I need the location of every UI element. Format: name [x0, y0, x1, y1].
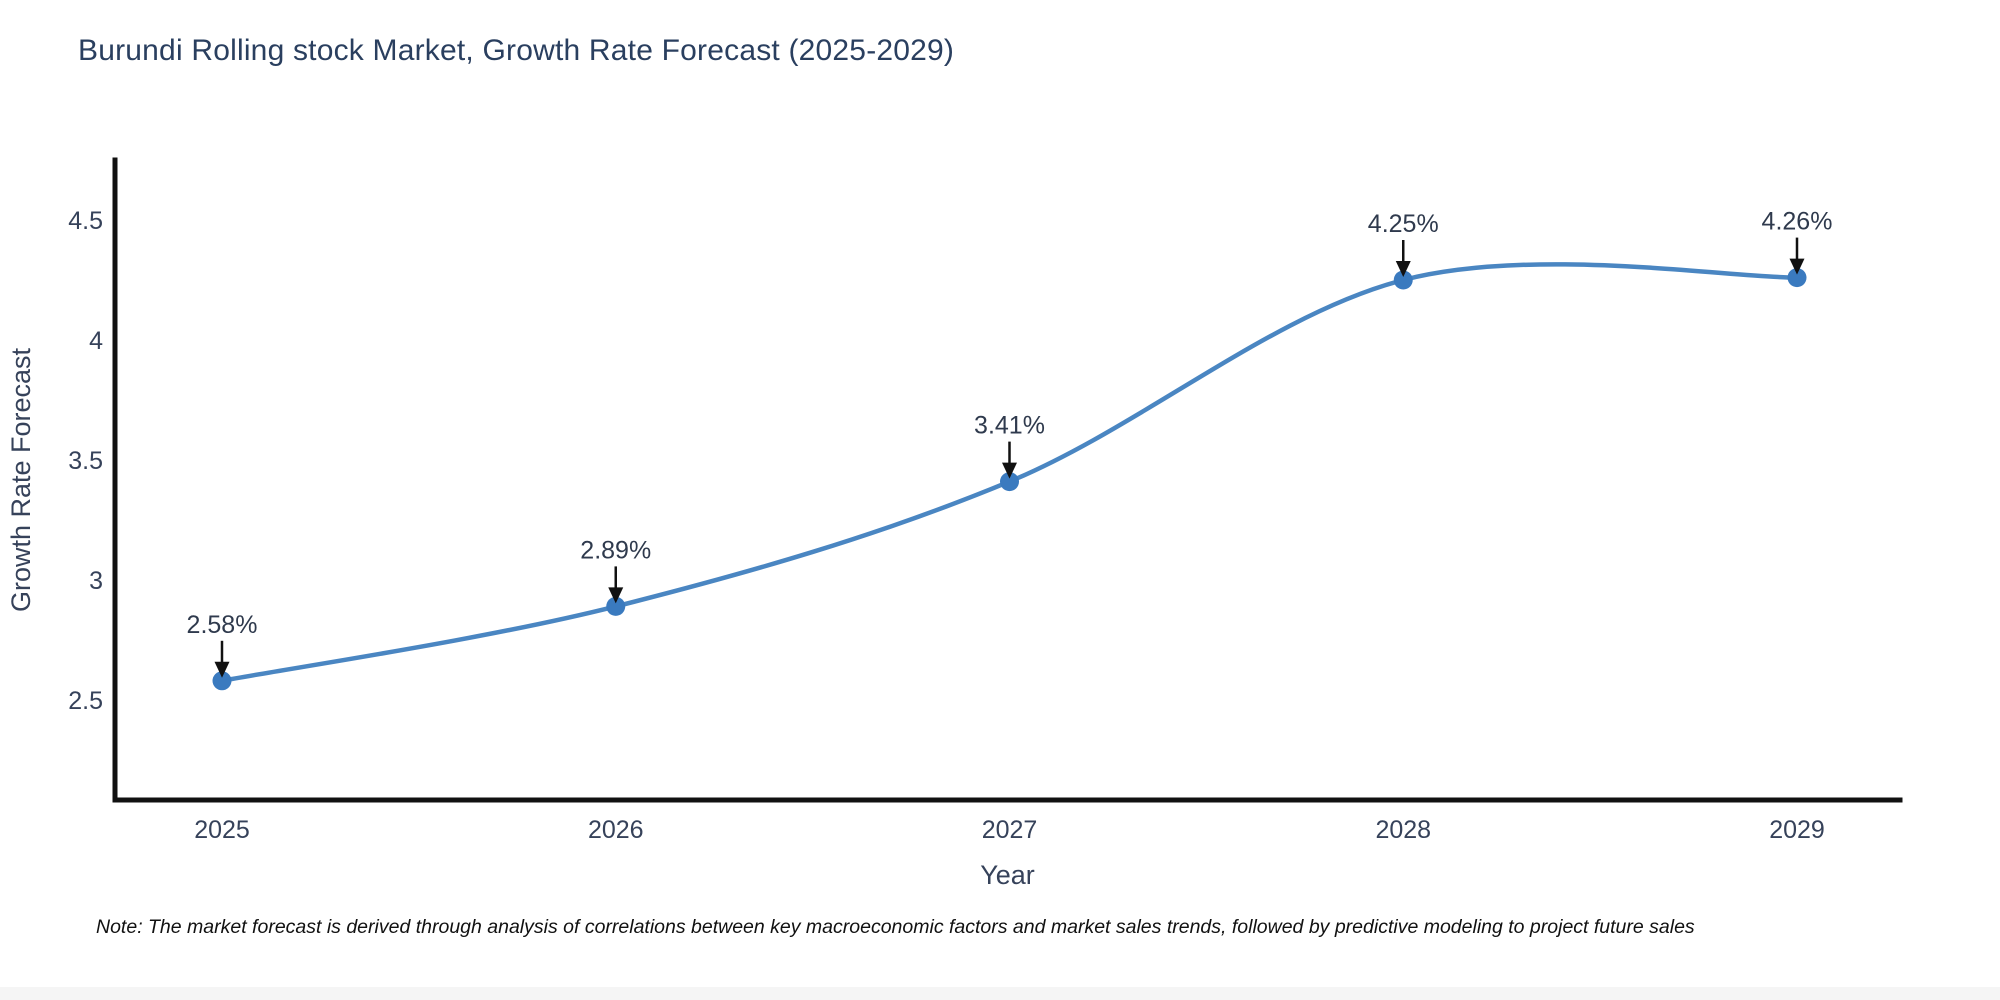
y-tick-label: 4	[89, 327, 103, 355]
x-tick-label: 2028	[1375, 816, 1431, 844]
data-point-marker	[606, 596, 626, 616]
data-point-marker	[1787, 268, 1807, 288]
y-axis-title: Growth Rate Forecast	[6, 347, 36, 612]
footer-strip	[0, 987, 2000, 1000]
data-point-marker	[1393, 270, 1413, 290]
annotation-arrow-head	[608, 587, 624, 604]
annotation-arrow-head	[1789, 258, 1805, 275]
axis-spines	[112, 157, 1903, 803]
y-tick-label: 3	[89, 567, 103, 595]
x-tick-label: 2027	[982, 816, 1038, 844]
point-value-label: 4.26%	[1762, 208, 1833, 236]
point-value-label: 2.89%	[580, 536, 651, 564]
annotation-arrow-head	[214, 661, 230, 678]
y-tick-label: 3.5	[68, 447, 103, 475]
x-tick-label: 2025	[194, 816, 250, 844]
annotation-arrow-head	[1002, 462, 1017, 479]
data-point-marker	[1000, 472, 1019, 492]
point-value-label: 4.25%	[1368, 210, 1439, 238]
x-axis-title: Year	[980, 860, 1035, 890]
point-value-label: 3.41%	[974, 412, 1045, 440]
point-value-label: 2.58%	[187, 611, 258, 639]
x-tick-label: 2029	[1769, 816, 1825, 844]
chart-title: Burundi Rolling stock Market, Growth Rat…	[78, 34, 955, 67]
data-point-marker	[212, 671, 232, 691]
footnote: Note: The market forecast is derived thr…	[96, 916, 1695, 938]
annotation-arrow-head	[1395, 261, 1411, 277]
y-tick-label: 4.5	[68, 207, 103, 235]
x-tick-label: 2026	[588, 816, 644, 844]
y-tick-label: 2.5	[68, 687, 103, 715]
